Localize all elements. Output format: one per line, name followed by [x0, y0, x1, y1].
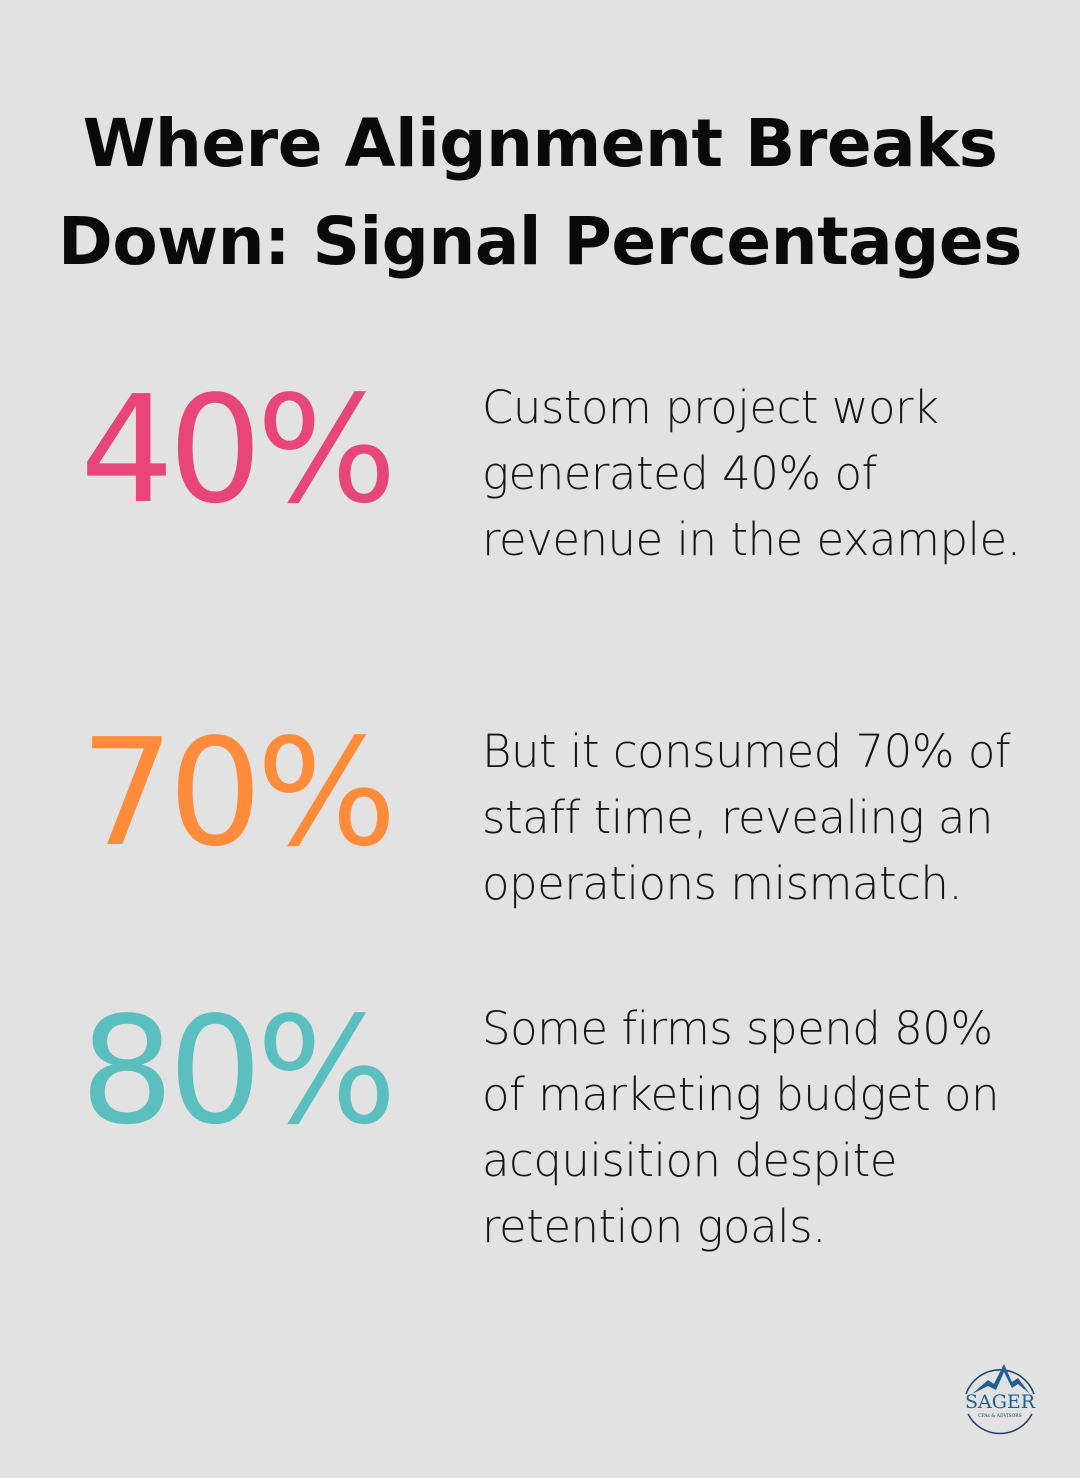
page-title: Where Alignment Breaks Down: Signal Perc… [58, 105, 1022, 280]
stat-value-2: 70% [80, 707, 397, 879]
stat-value-3: 80% [80, 985, 397, 1157]
logo-name: SAGER [965, 1391, 1036, 1413]
stat-value-1: 40% [80, 364, 397, 536]
sager-logo: SAGER CPAs & ADVISORS [965, 1364, 1036, 1435]
logo-tagline: CPAs & ADVISORS [978, 1413, 1022, 1419]
stat-description-2: But it consumed 70% of staff time, revea… [482, 725, 1011, 910]
stat-description-3: Some firms spend 80% of marketing budget… [482, 1002, 1000, 1253]
stat-description-1: Custom project work generated 40% of rev… [482, 381, 1021, 566]
